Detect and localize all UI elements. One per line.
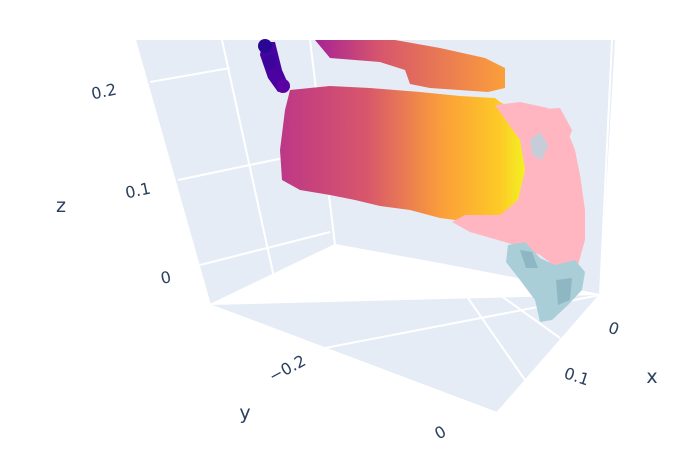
z-tick-label: 0.2: [89, 80, 118, 104]
cloud-strip-point: [263, 55, 277, 69]
cloud-strip-point: [269, 69, 283, 83]
x-axis-title: x: [646, 366, 657, 388]
x-tick-label: 0: [606, 318, 622, 339]
hand-shading: [530, 132, 548, 160]
z-axis-ticks: 0.2 0.1 0: [89, 80, 172, 288]
z-tick-label: 0.1: [123, 179, 152, 203]
y-axis-title: y: [239, 402, 250, 424]
fingertip-shading: [556, 278, 572, 305]
fingertip-mesh: [506, 242, 585, 322]
cloud-main-face: [280, 86, 530, 222]
hand-mesh: [452, 102, 585, 270]
floor-pane: [210, 295, 600, 413]
grid-lines: [134, 39, 613, 414]
z-axis-title: z: [56, 195, 66, 217]
y-tick-label: 0: [431, 422, 449, 444]
y-tick-label: −0.2: [266, 351, 309, 386]
cloud-strip-point: [258, 39, 272, 53]
fingertip-shading: [520, 250, 538, 268]
x-tick-label: 0.1: [562, 364, 592, 390]
hand-palm: [452, 102, 585, 270]
object-point-cloud: [258, 39, 530, 222]
hand-finger: [530, 108, 572, 150]
z-tick-label: 0: [159, 267, 173, 288]
cloud-strip-point: [276, 79, 290, 93]
cloud-top-band: [315, 40, 505, 92]
